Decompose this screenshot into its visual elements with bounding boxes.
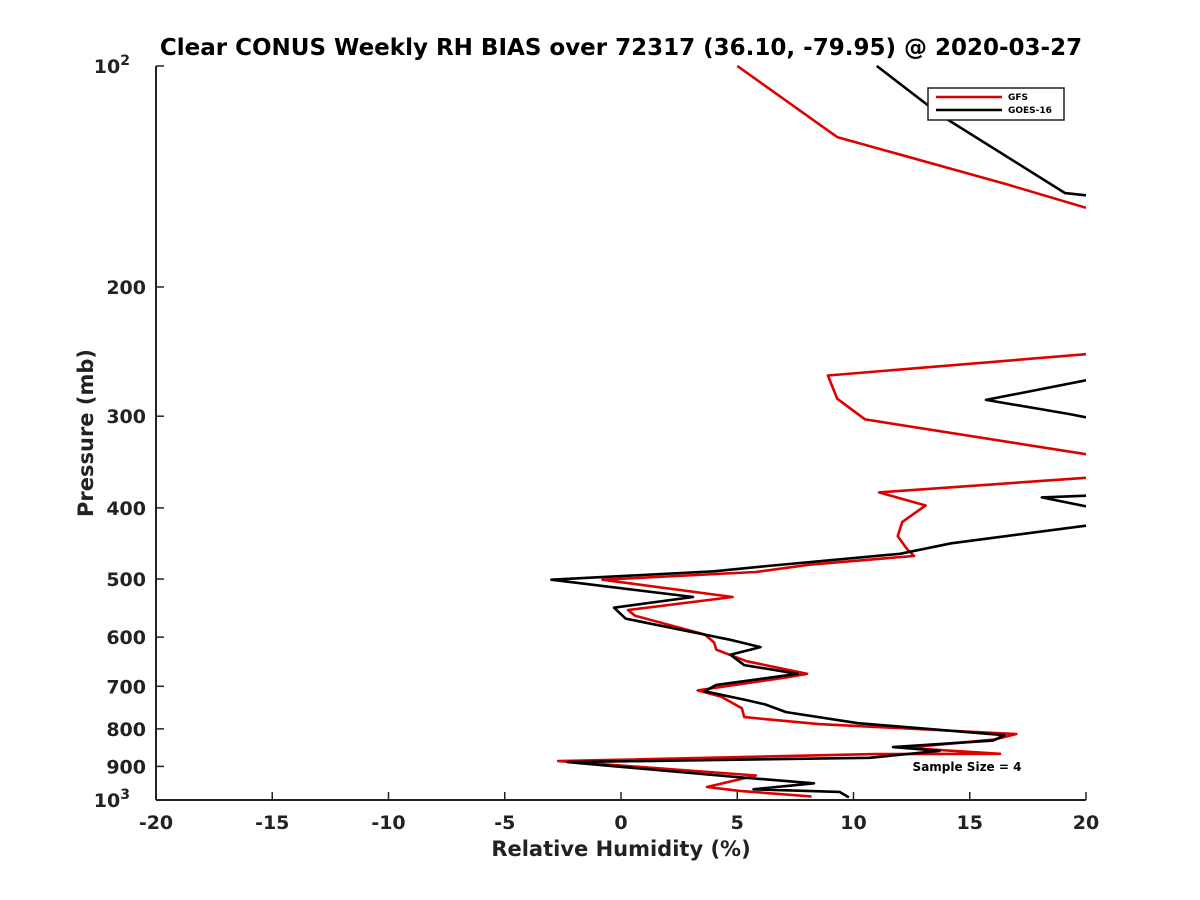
y-tick-label: 102 (94, 53, 130, 78)
y-tick-label: 800 (106, 719, 146, 741)
legend-label-goes16: GOES-16 (1008, 106, 1052, 116)
y-tick-label: 600 (106, 627, 146, 649)
legend: GFS GOES-16 (927, 87, 1065, 121)
y-tick-label: 300 (106, 406, 146, 428)
series-line-gfs (556, 65, 1086, 798)
series-line-goes16 (550, 65, 1086, 799)
y-tick-label: 900 (106, 756, 146, 778)
x-tick-label: -20 (139, 812, 173, 834)
x-tick-label: 5 (731, 812, 744, 834)
x-tick-label: -5 (494, 812, 515, 834)
y-tick-label: 500 (106, 569, 146, 591)
x-tick-label: -15 (255, 812, 289, 834)
x-tick-label: 0 (614, 812, 627, 834)
chart-title: Clear CONUS Weekly RH BIAS over 72317 (3… (160, 35, 1082, 61)
x-tick-label: 10 (840, 812, 866, 834)
y-tick-label: 200 (106, 277, 146, 299)
y-tick-label: 700 (106, 676, 146, 698)
x-tick-label: -10 (371, 812, 405, 834)
x-tick-label: 15 (957, 812, 983, 834)
y-tick-label: 103 (94, 787, 130, 812)
legend-label-gfs: GFS (1008, 93, 1028, 103)
y-axis-label: Pressure (mb) (74, 349, 98, 517)
x-axis-label: Relative Humidity (%) (491, 837, 750, 861)
sample-size-annotation: Sample Size = 4 (913, 760, 1022, 774)
x-tick-label: 20 (1073, 812, 1099, 834)
y-tick-label: 400 (106, 498, 146, 520)
legend-box (927, 87, 1065, 121)
